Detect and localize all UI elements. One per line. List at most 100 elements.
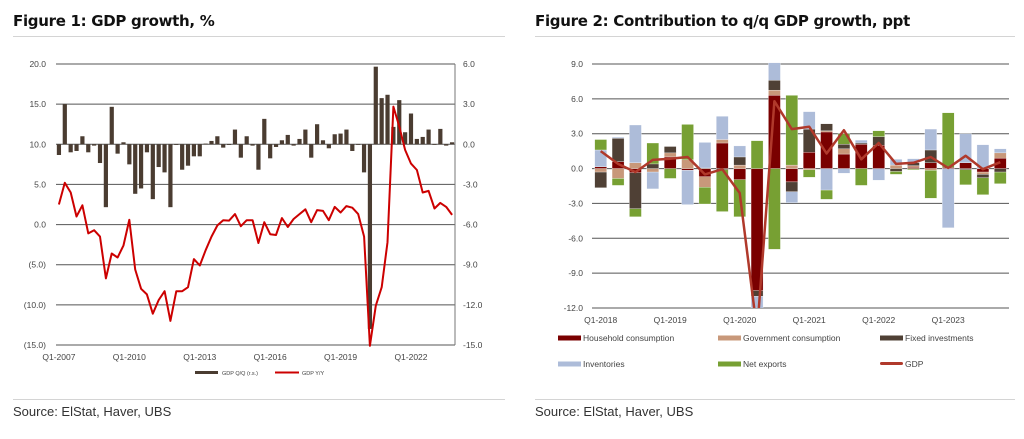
inventories-bar-segment: [872, 168, 885, 181]
government-consumption-bar-segment: [611, 168, 625, 179]
gdp-qq-bar: [232, 129, 238, 145]
gdp-qq-bar: [332, 134, 337, 145]
fixed-investments-bar-segment: [664, 146, 677, 154]
inventories-bar-segment: [837, 168, 851, 174]
gdp-qq-bar: [326, 144, 331, 149]
gdp-qq-bar: [303, 129, 308, 145]
gdp-qq-bar: [180, 144, 185, 170]
x-axis-tick-label: Q1-2022: [862, 315, 895, 325]
gdp-qq-bar: [215, 136, 220, 145]
fixed-investments-bar-segment: [855, 142, 868, 145]
government-consumption-bar-segment: [716, 139, 729, 144]
household-consumption-bar-segment: [820, 131, 833, 169]
right-axis-tick-label: 6.0: [463, 59, 475, 69]
gdp-qq-bar: [432, 144, 437, 145]
x-axis-tick-label: Q1-2018: [584, 315, 617, 325]
left-axis-tick-label: 5.0: [34, 179, 46, 189]
government-consumption-bar-segment: [698, 176, 712, 188]
gdp-qq-bar: [338, 133, 343, 145]
gdp-qq-bar: [426, 129, 431, 145]
gdp-qq-bar: [367, 144, 373, 329]
figure1-source: Source: ElStat, Haver, UBS: [13, 404, 172, 419]
legend-label-gdp-yy: GDP Y/Y: [302, 371, 324, 377]
net-exports-bar-segment: [942, 112, 955, 168]
inventories-bar-segment: [629, 124, 642, 163]
fixed-investments-bar-segment: [976, 174, 990, 179]
net-exports-bar-segment: [611, 178, 625, 186]
figure2-top-divider: [535, 36, 1015, 37]
gdp-qq-bar: [68, 144, 73, 153]
gdp-qq-bar: [62, 104, 67, 145]
gdp-qq-bar: [320, 140, 326, 145]
gdp-qq-bar: [226, 144, 232, 145]
gdp-qq-bar: [273, 144, 279, 147]
household-consumption-bar-segment: [785, 168, 798, 183]
gdp-qq-bar: [344, 129, 349, 145]
gdp-qq-bar: [203, 143, 208, 145]
x-axis-tick-label: Q1-2020: [723, 315, 756, 325]
x-axis-tick-label: Q1-2007: [42, 352, 75, 362]
fixed-investments-bar-segment: [594, 171, 607, 188]
gdp-qq-bar: [144, 144, 150, 153]
gdp-qq-bar: [356, 144, 361, 145]
legend-label-inventories: Inventories: [583, 359, 625, 369]
x-axis-tick-label: Q1-2019: [654, 315, 687, 325]
y-axis-tick-label: -12.0: [564, 303, 584, 313]
y-axis-tick-label: 3.0: [571, 129, 583, 139]
fixed-investments-bar-segment: [768, 80, 781, 91]
x-axis-tick-label: Q1-2013: [183, 352, 216, 362]
fixed-investments-bar-segment: [837, 144, 851, 149]
legend-label-household-consumption: Household consumption: [583, 333, 674, 343]
household-consumption-bar-segment: [803, 152, 816, 169]
gdp-qq-bar: [115, 144, 120, 154]
gdp-qq-bar: [97, 144, 103, 164]
figure1-panel: Figure 1: GDP growth, % Source: ElStat, …: [13, 0, 505, 439]
y-axis-tick-label: 6.0: [571, 94, 583, 104]
gdp-qq-bar: [150, 144, 155, 200]
fixed-investments-bar-segment: [959, 168, 972, 170]
gdp-qq-bar: [74, 144, 79, 151]
legend-label-net-exports: Net exports: [743, 359, 786, 369]
fixed-investments-bar-segment: [611, 138, 625, 162]
y-axis-tick-label: 9.0: [571, 59, 583, 69]
net-exports-bar-segment: [994, 171, 1007, 184]
fixed-investments-bar-segment: [889, 168, 903, 172]
net-exports-bar-segment: [872, 130, 885, 137]
gdp-qq-bar: [156, 144, 161, 168]
left-axis-tick-label: 10.0: [29, 139, 46, 149]
legend-label-government-consumption: Government consumption: [743, 333, 841, 343]
gdp-qq-bar: [361, 144, 367, 173]
right-axis-tick-label: 0.0: [463, 139, 475, 149]
gdp-qq-bar: [408, 113, 414, 145]
gdp-qq-bar: [250, 144, 255, 146]
household-consumption-bar-segment: [716, 142, 729, 169]
household-consumption-bar-segment: [959, 162, 972, 169]
gdp-qq-bar: [138, 144, 144, 189]
net-exports-bar-segment: [855, 168, 868, 186]
government-consumption-bar-segment: [820, 130, 833, 133]
gdp-qq-bar: [309, 144, 314, 158]
household-consumption-bar-segment: [681, 168, 694, 171]
gdp-qq-bar: [379, 98, 384, 145]
gdp-qq-bar: [238, 144, 243, 158]
inventories-bar-segment: [681, 170, 694, 205]
net-exports-bar-segment: [750, 140, 764, 169]
gdp-qq-bar: [373, 66, 378, 145]
figure1-title: Figure 1: GDP growth, %: [13, 12, 215, 30]
right-axis-tick-label: 3.0: [463, 99, 475, 109]
x-axis-tick-label: Q1-2021: [793, 315, 826, 325]
gdp-qq-bar: [291, 144, 296, 146]
inventories-bar-segment: [611, 137, 625, 139]
household-consumption-bar-segment: [594, 166, 607, 169]
gdp-qq-bar: [86, 144, 91, 153]
legend-swatch-household-consumption: [558, 335, 581, 341]
gdp-qq-bar: [244, 136, 249, 145]
inventories-bar-segment: [924, 128, 937, 151]
net-exports-bar-segment: [629, 208, 642, 217]
gdp-qq-bar: [191, 144, 196, 157]
government-consumption-bar-segment: [907, 165, 920, 168]
x-axis-tick-label: Q1-2010: [113, 352, 146, 362]
inventories-bar-segment: [959, 133, 972, 163]
government-consumption-bar-segment: [733, 164, 746, 169]
gdp-qq-bar: [221, 144, 226, 148]
